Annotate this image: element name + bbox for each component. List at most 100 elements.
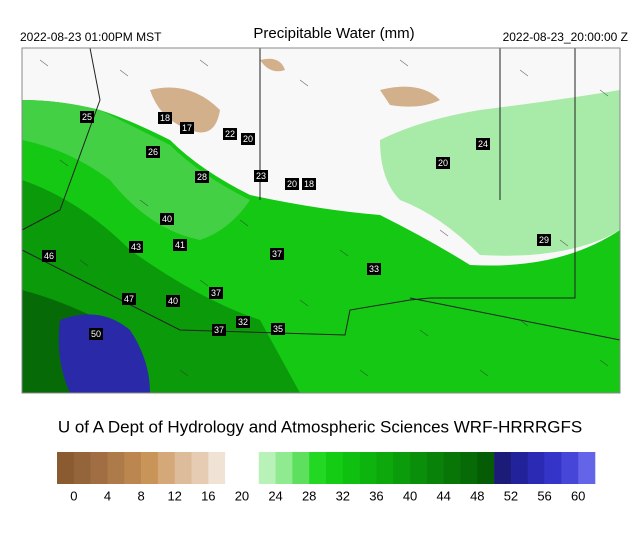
station-box: [129, 241, 143, 253]
station-value: 37: [214, 325, 224, 335]
footer-credit: U of A Dept of Hydrology and Atmospheric…: [58, 417, 582, 436]
station-value: 22: [225, 129, 235, 139]
colorbar-swatch: [393, 452, 411, 484]
station-value: 43: [131, 242, 141, 252]
colorbar-swatch: [309, 452, 327, 484]
station-box: [180, 122, 194, 134]
colorbar-swatch: [73, 452, 91, 484]
station-value: 37: [272, 249, 282, 259]
station-box: [537, 234, 551, 246]
colorbar-tick-label: 0: [70, 488, 77, 503]
colorbar-swatch: [460, 452, 478, 484]
station-box: [209, 287, 223, 299]
colorbar-tick-label: 20: [235, 488, 249, 503]
station-box: [254, 170, 268, 182]
colorbar-swatch: [141, 452, 159, 484]
station-value: 47: [124, 294, 134, 304]
station-value: 20: [287, 179, 297, 189]
colorbar-swatch: [342, 452, 360, 484]
colorbar-tick-label: 48: [470, 488, 484, 503]
station-value: 26: [148, 147, 158, 157]
station-value: 20: [243, 134, 253, 144]
colorbar-swatch: [494, 452, 512, 484]
station-value: 18: [160, 113, 170, 123]
colorbar-swatch: [225, 452, 243, 484]
colorbar-swatch: [510, 452, 529, 484]
station-box: [302, 178, 316, 190]
colorbar-swatch: [275, 452, 293, 484]
station-value: 20: [438, 158, 448, 168]
station-box: [146, 146, 160, 158]
station-box: [223, 128, 237, 140]
station-box: [270, 248, 284, 260]
station-box: [195, 171, 209, 183]
station-value: 37: [211, 288, 221, 298]
station-box: [89, 328, 103, 340]
station-box: [367, 263, 381, 275]
colorbar-tick-label: 36: [369, 488, 383, 503]
station-value: 41: [175, 240, 185, 250]
colorbar-swatch: [544, 452, 562, 484]
station-value: 35: [273, 324, 283, 334]
map-title: Precipitable Water (mm): [253, 25, 414, 42]
colorbar-swatch: [124, 452, 142, 484]
colorbar-tick-label: 56: [537, 488, 551, 503]
station-box: [158, 112, 172, 124]
station-value: 46: [44, 251, 54, 261]
colorbar-swatch: [376, 452, 394, 484]
station-box: [212, 324, 226, 336]
colorbar-swatch: [258, 452, 276, 484]
colorbar-swatch: [90, 452, 108, 484]
colorbar-swatch: [174, 452, 192, 484]
station-box: [285, 178, 299, 190]
station-value: 17: [182, 123, 192, 133]
station-value: 23: [256, 171, 266, 181]
colorbar-swatch: [107, 452, 125, 484]
colorbar-swatch: [208, 452, 226, 484]
colorbar-swatch: [477, 452, 495, 484]
colorbar-swatch: [527, 452, 545, 484]
station-box: [166, 295, 180, 307]
station-value: 50: [91, 329, 101, 339]
colorbar-tick-label: 32: [336, 488, 350, 503]
station-value: 40: [162, 214, 172, 224]
colorbar-tick-label: 40: [403, 488, 417, 503]
colorbar-tick-label: 44: [436, 488, 450, 503]
station-box: [476, 138, 490, 150]
station-value: 28: [197, 172, 207, 182]
colorbar-tick-label: 24: [268, 488, 282, 503]
station-value: 29: [539, 235, 549, 245]
colorbar-tick-label: 16: [201, 488, 215, 503]
colorbar-swatch: [241, 452, 260, 484]
colorbar-tick-label: 28: [302, 488, 316, 503]
colorbar-swatch: [359, 452, 377, 484]
colorbar-swatch: [57, 452, 75, 484]
colorbar-swatch: [443, 452, 461, 484]
valid-time: 2022-08-23 01:00PM MST: [20, 30, 162, 44]
map: [21, 47, 621, 394]
colorbar-swatch: [191, 452, 209, 484]
colorbar-swatch: [426, 452, 444, 484]
station-value: 24: [478, 139, 488, 149]
station-box: [80, 111, 94, 123]
station-box: [173, 239, 187, 251]
station-value: 25: [82, 112, 92, 122]
station-value: 32: [238, 317, 248, 327]
colorbar-swatch: [578, 452, 596, 484]
station-box: [271, 323, 285, 335]
colorbar-tick-label: 60: [571, 488, 585, 503]
station-box: [241, 133, 255, 145]
colorbar-swatch: [292, 452, 310, 484]
colorbar-tick-label: 52: [504, 488, 518, 503]
station-value: 33: [369, 264, 379, 274]
colorbar-swatch: [410, 452, 428, 484]
colorbar-tick-label: 4: [104, 488, 111, 503]
station-box: [160, 213, 174, 225]
station-box: [122, 293, 136, 305]
colorbar-swatch: [157, 452, 175, 484]
colorbar-tick-label: 8: [137, 488, 144, 503]
station-value: 18: [304, 179, 314, 189]
station-box: [42, 250, 56, 262]
station-value: 40: [168, 296, 178, 306]
